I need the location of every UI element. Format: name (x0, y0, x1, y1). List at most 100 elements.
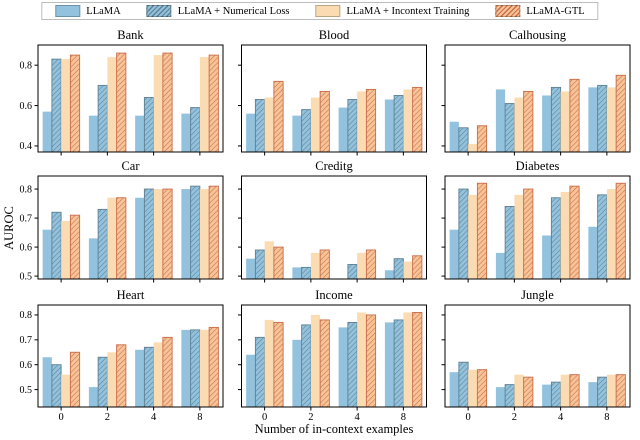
x-tick-label: 0 (262, 412, 267, 423)
plot-frame (241, 304, 427, 408)
bar (338, 107, 348, 152)
bar (365, 314, 377, 408)
x-tick-label: 0 (59, 412, 64, 423)
bar (347, 264, 358, 280)
plot-frame (444, 175, 631, 280)
x-tick-label: 4 (355, 412, 361, 423)
legend-item-numerical-loss: LLaMA + Numerical Loss (146, 5, 290, 17)
bar (476, 369, 488, 408)
subplot-car: Car 0.5 0.6 0.7 0.8 (20, 159, 224, 283)
subplot-title: Car (121, 159, 140, 173)
bar (514, 194, 524, 279)
bar (88, 115, 99, 152)
bar (550, 86, 562, 153)
bar (199, 189, 210, 279)
bar (588, 382, 598, 407)
y-tick-label: 0.8 (20, 184, 33, 195)
bar (384, 270, 395, 279)
legend-label-incontext-training: LLaMA + Incontext Training (346, 5, 470, 17)
y-tick-label: 0.7 (20, 213, 33, 224)
bar (199, 57, 210, 153)
bar (357, 91, 367, 152)
bar (135, 115, 145, 152)
x-tick-label: 8 (401, 412, 406, 423)
legend-label-llama: LLaMA (86, 5, 121, 17)
bar (97, 84, 108, 153)
bar (61, 374, 71, 407)
bar (69, 351, 81, 408)
subplot-creditg: Creditg (238, 159, 427, 283)
bar (162, 336, 173, 408)
bar (542, 384, 552, 407)
bar (292, 267, 302, 279)
bar (246, 354, 256, 407)
bar (403, 89, 413, 152)
bar (542, 95, 552, 152)
x-tick-label: 4 (558, 412, 564, 423)
subplot-title: Diabetes (516, 159, 560, 173)
bar (393, 319, 404, 408)
bar (412, 86, 423, 153)
bar (107, 197, 117, 279)
bar (523, 188, 534, 280)
bar (107, 352, 117, 407)
bar (116, 197, 127, 280)
subplot-calhousing: Calhousing (441, 28, 631, 156)
bar (476, 125, 488, 153)
plot-frame (37, 44, 224, 153)
subplot-title: Heart (117, 288, 145, 302)
bar (412, 255, 423, 280)
bar (523, 376, 534, 408)
bar (449, 121, 459, 152)
bar (347, 321, 358, 408)
bar (514, 374, 524, 407)
bar (264, 241, 274, 279)
legend: LLaMA LLaMA + Numerical Loss LLaMA + Inc… (41, 2, 599, 20)
x-tick-label: 2 (308, 412, 313, 423)
bar (495, 387, 506, 407)
x-tick-label: 8 (197, 412, 202, 423)
bar (264, 319, 274, 407)
y-tick-label: 0.5 (20, 271, 33, 282)
bar (199, 329, 210, 407)
bar (301, 266, 312, 280)
bar (550, 197, 562, 280)
bar (153, 342, 163, 407)
bar (153, 189, 163, 279)
bar (273, 80, 284, 153)
bar (403, 261, 413, 279)
bar (42, 111, 52, 152)
bar (273, 246, 284, 280)
bar (254, 249, 266, 280)
bar (181, 189, 191, 279)
legend-swatch-incontext-training (315, 5, 341, 17)
bar (365, 249, 377, 280)
plot-frame (241, 175, 427, 280)
subplot-title: Income (315, 288, 353, 302)
bar (143, 188, 155, 280)
bar (588, 87, 598, 152)
legend-swatch-llama (55, 5, 81, 17)
legend-swatch-gtl (495, 5, 521, 17)
subplot-jungle: Jungle 0 2 4 8 (441, 288, 631, 423)
bar (208, 185, 219, 280)
bar (181, 329, 191, 407)
bar (162, 52, 173, 153)
bar (560, 191, 570, 279)
bar (97, 208, 108, 280)
bar (597, 194, 608, 280)
bar (347, 99, 358, 153)
bar (51, 58, 62, 153)
plot-frame (37, 304, 224, 408)
subplot-title: Creditg (315, 159, 353, 173)
subplot-income: Income 0 2 4 8 (238, 288, 427, 423)
bar (292, 115, 302, 152)
bar (319, 90, 330, 153)
bar (107, 57, 117, 153)
bar (384, 99, 395, 152)
bar (597, 84, 608, 153)
bar (254, 336, 266, 408)
bar (606, 189, 617, 279)
bar (88, 387, 99, 407)
bar (310, 97, 321, 152)
